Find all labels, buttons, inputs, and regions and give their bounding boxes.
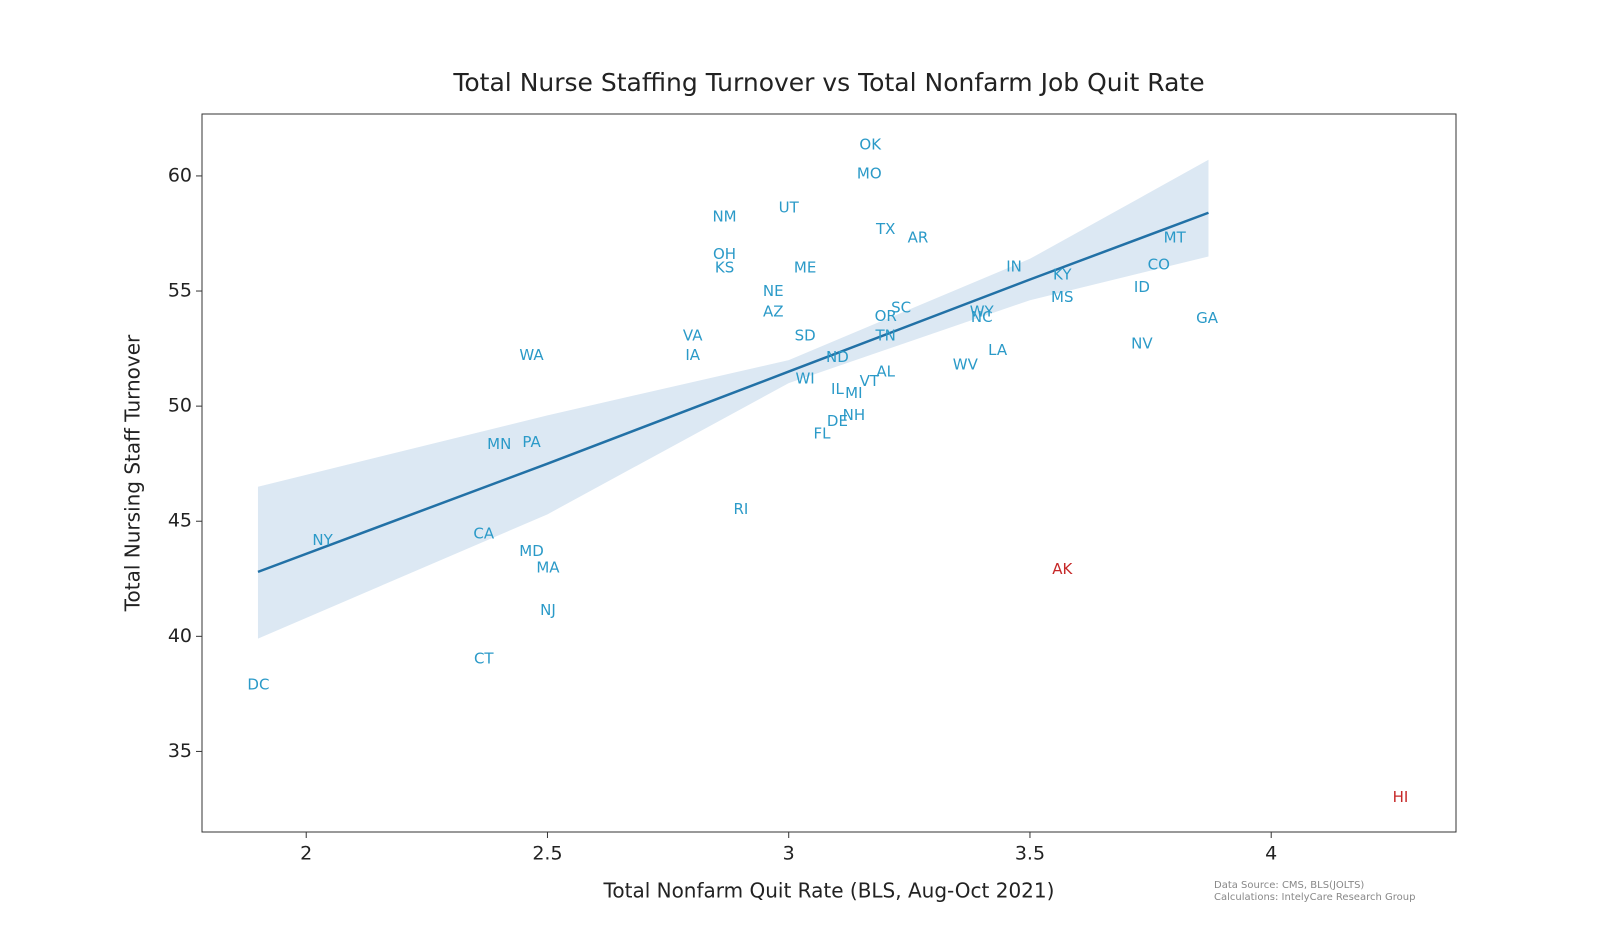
y-tick-label: 45 xyxy=(168,510,192,532)
point-label: NY xyxy=(312,531,333,549)
point-label: VA xyxy=(683,326,703,344)
y-tick-label: 55 xyxy=(168,280,192,302)
point-label: ND xyxy=(826,348,849,366)
point-label: NH xyxy=(843,406,866,424)
point-label: AZ xyxy=(763,303,784,321)
point-label: VT xyxy=(860,372,880,390)
point-label: NM xyxy=(712,208,736,226)
source-note: Calculations: IntelyCare Research Group xyxy=(1214,892,1415,903)
point-label: PA xyxy=(522,433,541,451)
x-tick-label: 2 xyxy=(300,843,312,865)
point-label: MT xyxy=(1164,228,1187,246)
point-label: OR xyxy=(875,307,897,325)
point-label: OH xyxy=(713,245,736,263)
point-label: KY xyxy=(1053,265,1072,283)
point-label: NV xyxy=(1131,335,1153,353)
point-label: AL xyxy=(876,363,895,381)
y-tick-label: 35 xyxy=(168,740,192,762)
point-label: CT xyxy=(474,650,494,668)
point-label: TX xyxy=(875,220,895,238)
source-note: Data Source: CMS, BLS(JOLTS) xyxy=(1214,880,1364,891)
confidence-band xyxy=(257,159,1209,639)
point-label: DE xyxy=(827,412,848,430)
point-label: MO xyxy=(857,164,882,182)
point-label: ID xyxy=(1134,278,1150,296)
point-label: RI xyxy=(734,500,749,518)
point-label: NE xyxy=(763,282,784,300)
point-label: CA xyxy=(473,525,494,543)
point-label: SC xyxy=(891,299,911,317)
point-label: WA xyxy=(519,346,544,364)
point-label: CO xyxy=(1148,255,1170,273)
point-label: ME xyxy=(794,258,816,276)
trend-line xyxy=(257,211,1209,574)
point-label: MN xyxy=(487,435,511,453)
point-label: MD xyxy=(519,542,544,560)
point-label: AK xyxy=(1052,560,1073,578)
point-label: MA xyxy=(536,559,560,577)
y-axis-label: Total Nursing Staff Turnover xyxy=(121,334,145,612)
point-label: UT xyxy=(779,198,800,216)
point-label: NC xyxy=(971,308,993,326)
point-label: AR xyxy=(908,228,929,246)
point-label: FL xyxy=(814,424,832,442)
x-tick-label: 4 xyxy=(1265,843,1277,865)
point-label: SD xyxy=(795,326,816,344)
point-label: IN xyxy=(1006,257,1022,275)
x-tick-label: 3 xyxy=(783,843,795,865)
x-axis-label: Total Nonfarm Quit Rate (BLS, Aug-Oct 20… xyxy=(603,879,1055,903)
y-tick-label: 50 xyxy=(168,395,192,417)
point-label: HI xyxy=(1393,788,1409,806)
x-tick-label: 3.5 xyxy=(1015,843,1045,865)
point-label: TN xyxy=(874,326,895,344)
point-label: KS xyxy=(715,258,734,276)
point-label: WY xyxy=(970,303,995,321)
point-label: IA xyxy=(685,346,700,364)
point-label: WI xyxy=(795,370,814,388)
chart-title: Total Nurse Staffing Turnover vs Total N… xyxy=(452,68,1204,97)
point-label: OK xyxy=(859,135,882,153)
y-tick-label: 60 xyxy=(168,164,192,186)
point-label: DC xyxy=(247,675,269,693)
point-label: WV xyxy=(953,355,979,373)
x-tick-label: 2.5 xyxy=(532,843,562,865)
plot-frame xyxy=(201,113,1457,833)
point-label: GA xyxy=(1196,309,1219,327)
point-label: NJ xyxy=(540,601,556,619)
point-label: LA xyxy=(988,341,1008,359)
point-label: MS xyxy=(1051,288,1073,306)
point-label: MI xyxy=(845,384,862,402)
y-tick-label: 40 xyxy=(168,625,192,647)
point-label: IL xyxy=(831,380,844,398)
